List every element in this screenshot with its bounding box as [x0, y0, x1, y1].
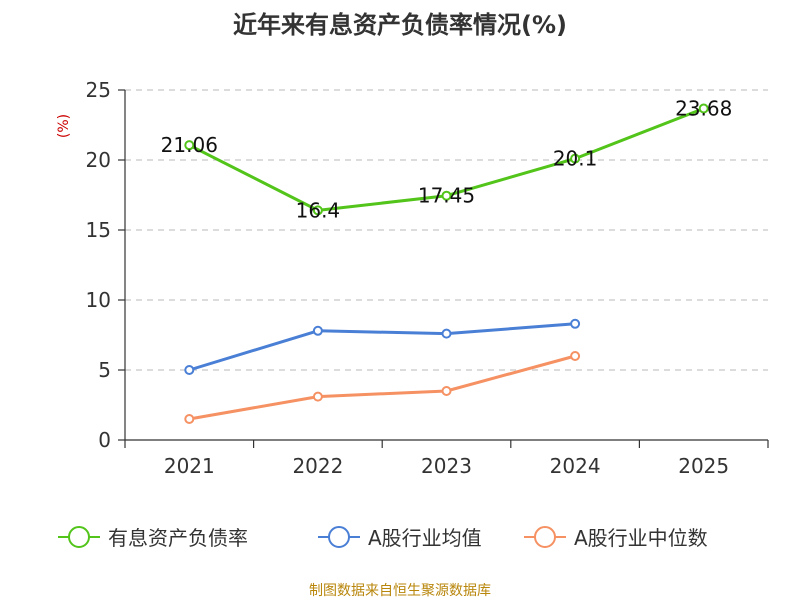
y-tick-label: 0 [98, 428, 111, 452]
data-point [441, 328, 452, 339]
data-point [312, 325, 323, 336]
data-point [441, 190, 452, 201]
series-line-3 [189, 354, 576, 421]
legend-marker [68, 526, 90, 548]
data-point [312, 205, 323, 216]
series-line-2 [188, 322, 576, 372]
legend-label: A股行业中位数 [574, 526, 708, 550]
data-point [184, 414, 195, 424]
legend-label: A股行业均值 [368, 526, 482, 550]
legend-marker [328, 526, 350, 548]
source-note: 制图数据来自恒生聚源数据库 [309, 583, 491, 599]
data-point [312, 391, 323, 402]
data-label: 21.06 [161, 133, 218, 157]
legend-item: 有息资产负债率 [58, 526, 248, 550]
legend-label: 有息资产负债率 [108, 526, 248, 550]
x-tick-label: 2022 [292, 454, 343, 478]
y-tick-label: 20 [86, 148, 111, 172]
data-point [184, 140, 195, 151]
legend-item: A股行业均值 [318, 526, 482, 550]
x-tick-label: 2024 [550, 454, 601, 478]
legend-marker [534, 526, 556, 548]
y-tick-label: 10 [86, 288, 111, 312]
data-label: 17.45 [418, 184, 475, 208]
data-label: 16.4 [296, 198, 341, 222]
data-label: 20.1 [553, 147, 598, 171]
y-tick-label: 15 [86, 218, 111, 242]
data-label: 23.68 [675, 96, 732, 120]
chart-title: 近年来有息资产负债率情况(%) [233, 11, 567, 39]
data-point [184, 365, 195, 375]
x-tick-label: 2025 [678, 454, 729, 478]
data-point [570, 318, 581, 329]
x-tick-label: 2021 [164, 454, 215, 478]
legend-item: A股行业中位数 [524, 526, 708, 550]
data-point [570, 351, 581, 361]
data-point [698, 103, 709, 114]
y-axis-label: (%) [56, 114, 72, 138]
y-tick-label: 25 [86, 78, 111, 102]
data-point [441, 386, 452, 396]
data-point [570, 153, 581, 164]
x-tick-label: 2023 [421, 454, 472, 478]
y-tick-label: 5 [98, 358, 111, 382]
